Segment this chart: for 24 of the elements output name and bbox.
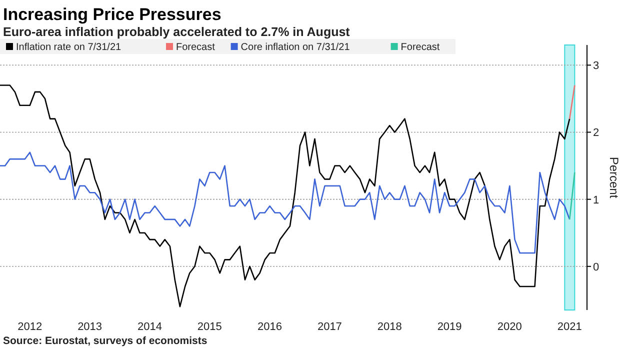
line-series [0, 84, 570, 308]
x-tick-label: 2019 [437, 321, 462, 333]
y-tick-label: 0 [593, 261, 600, 274]
x-tick-label: 2021 [557, 321, 582, 333]
x-tick-label: 2020 [497, 321, 522, 333]
x-tick-label: 2014 [138, 321, 162, 333]
source-note: Source: Eurostat, surveys of economists [3, 335, 208, 347]
legend-label: Inflation rate on 7/31/21 [16, 42, 122, 53]
x-tick-label: 2013 [78, 321, 102, 333]
x-tick-label: 2016 [258, 321, 282, 333]
y-axis-title: Percent [607, 156, 620, 199]
line-series [0, 152, 570, 254]
y-tick-label: 3 [593, 60, 600, 72]
x-tick-label: 2012 [18, 321, 42, 333]
y-tick-label: 1 [593, 194, 600, 206]
legend-label: Forecast [400, 42, 440, 53]
legend-label: Core inflation on 7/31/21 [240, 42, 350, 53]
y-tick-label: 2 [593, 127, 600, 140]
chart-title: Increasing Price Pressures [3, 5, 222, 24]
x-tick-label: 2018 [377, 321, 402, 333]
legend-label: Forecast [176, 42, 216, 53]
chart-subtitle: Euro-area inflation probably accelerated to 2.7% in August [3, 25, 351, 39]
x-tick-label: 2017 [317, 321, 342, 333]
x-tick-label: 2015 [197, 321, 222, 333]
